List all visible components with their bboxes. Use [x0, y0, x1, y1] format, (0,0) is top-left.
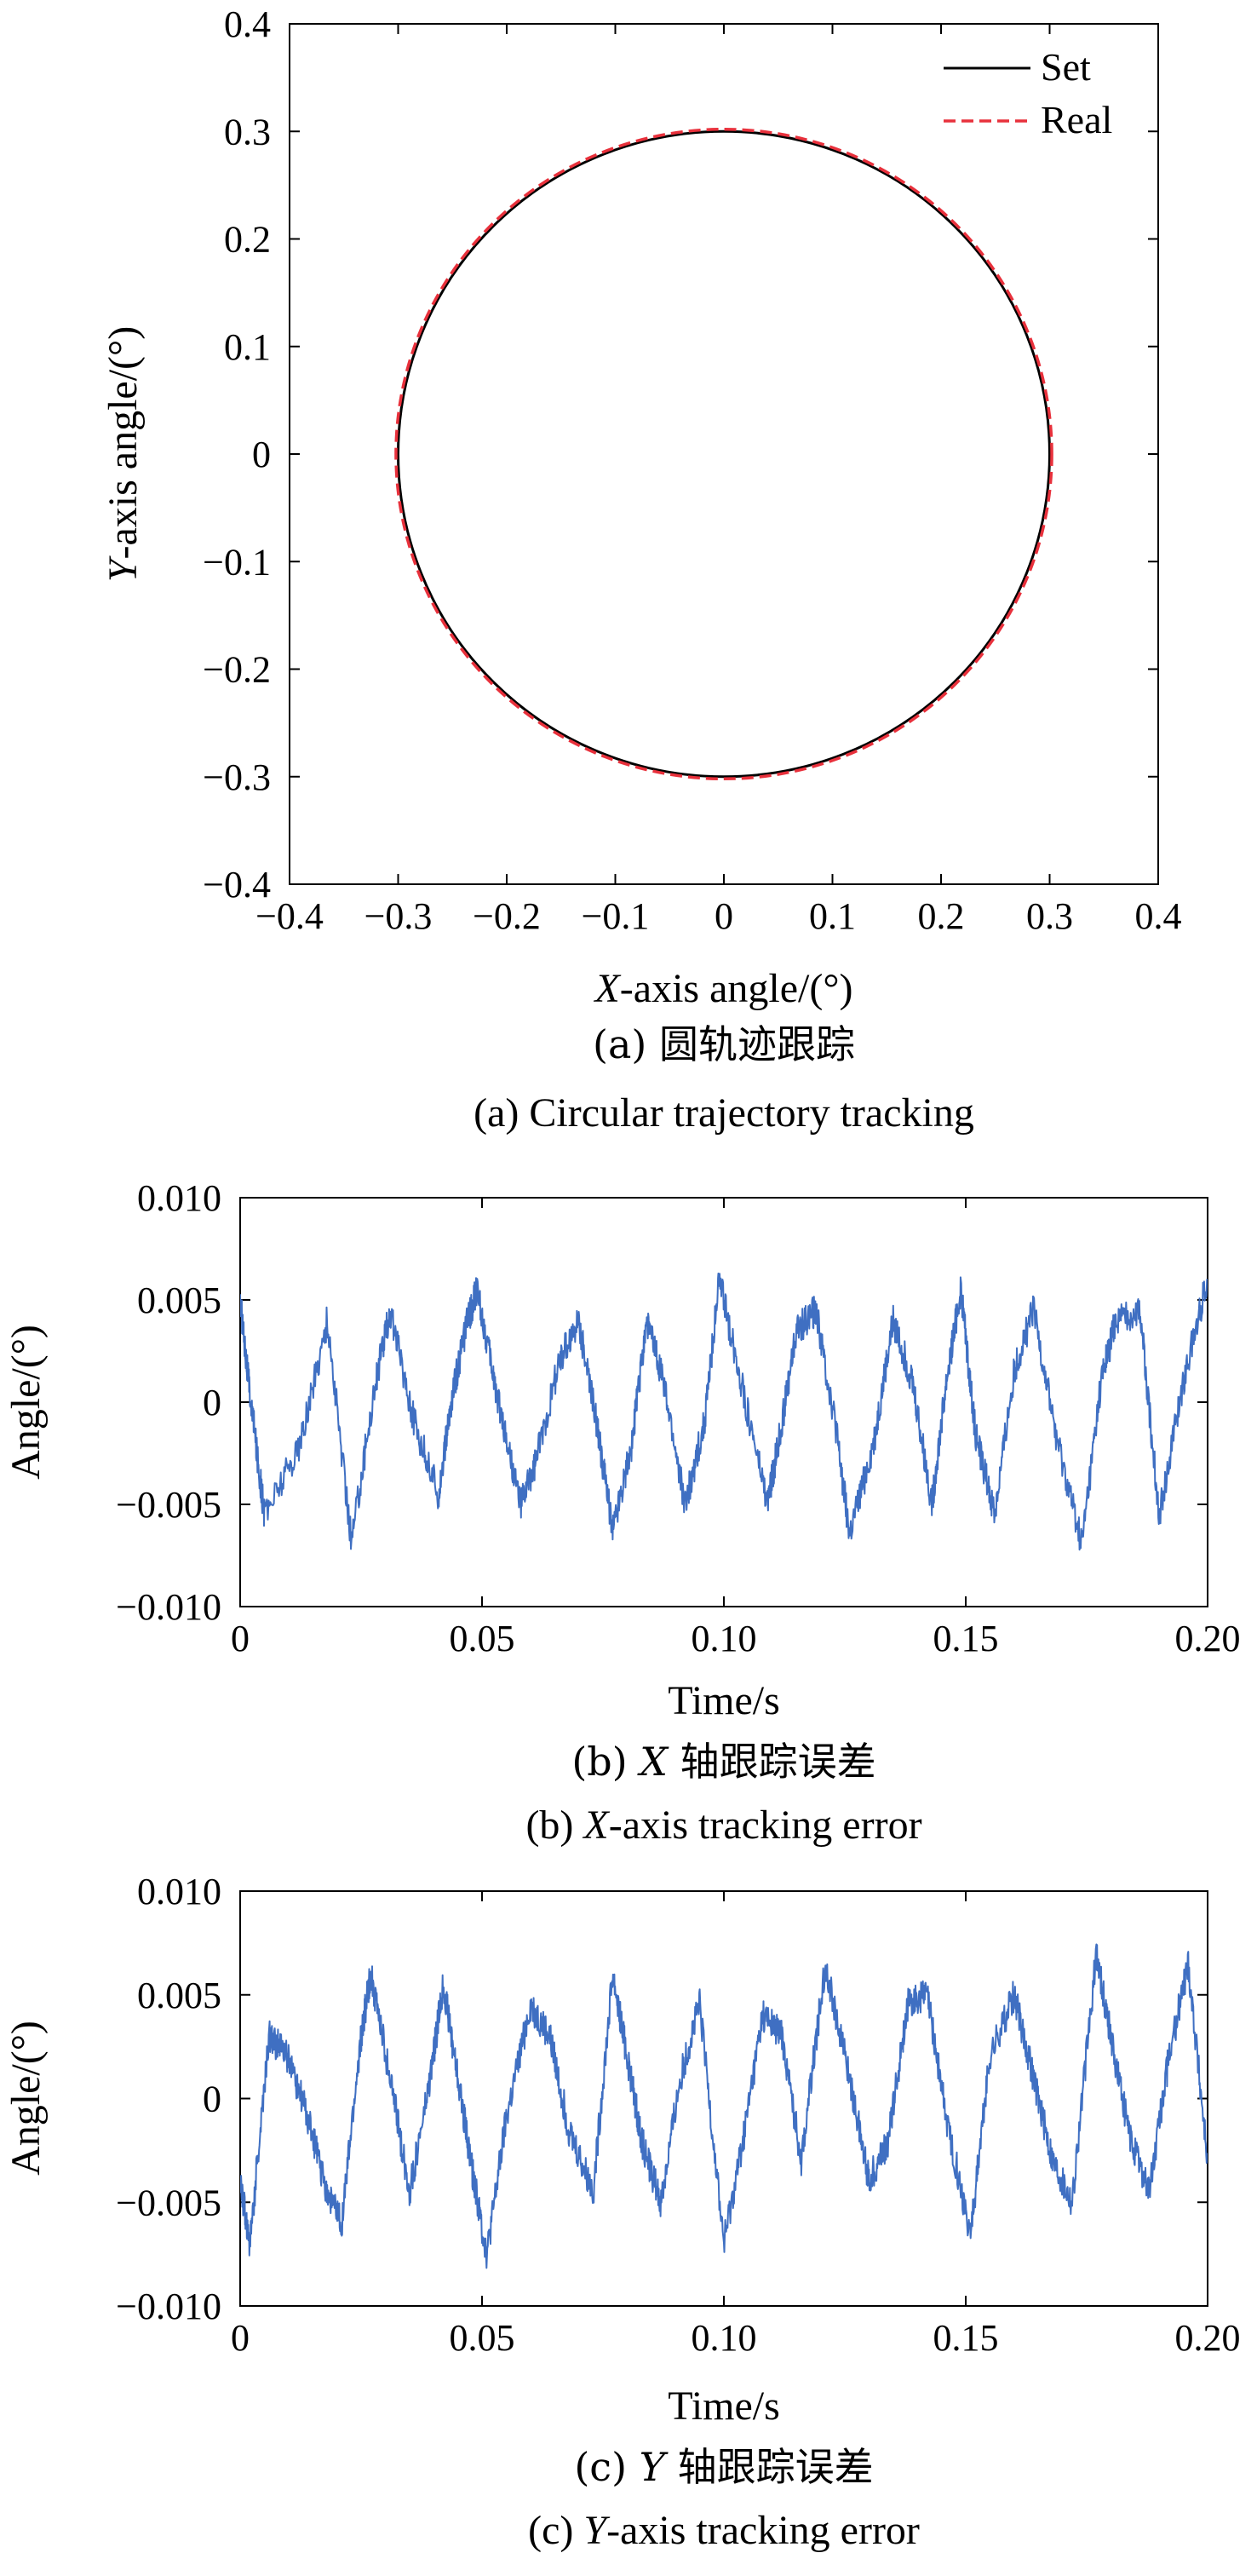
x-tick-label: 0	[231, 1618, 250, 1659]
y-tick-label: −0.1	[203, 541, 271, 583]
plot-frame	[239, 1197, 1208, 1607]
x-tick-label: 0.15	[933, 1618, 999, 1659]
x-tick-label: −0.1	[582, 895, 650, 937]
y-tick-label: −0.3	[203, 756, 271, 798]
x-tick-label: 0.20	[1175, 1618, 1241, 1659]
tick-group: −0.4 −0.3 −0.2 −0.1 0 0.1 0.2 0.3 0.4 −0.4 −0.3 −0.…	[203, 3, 1181, 937]
x-axis-label: X-axis angle/(°)	[593, 966, 852, 1011]
caption-b-cn: (b) X 轴跟踪误差	[571, 1739, 875, 1785]
y-axis-error-chart: 0 0.05 0.10 0.15 0.20 −0.010 −0.005 0 0.005 0.010…	[3, 1871, 1241, 2553]
error-signal-line	[240, 1272, 1208, 1551]
caption-c-en: (c) Y-axis tracking error	[528, 2508, 920, 2553]
x-tick-label: 0.15	[933, 2317, 999, 2359]
y-axis-label: Angle/(°)	[3, 1325, 49, 1480]
legend-real-label: Real	[1041, 98, 1112, 141]
y-tick-label: 0.4	[224, 3, 271, 45]
y-tick-label: −0.4	[203, 864, 271, 906]
y-axis-label: Angle/(°)	[3, 2021, 49, 2176]
y-tick-label: 0.2	[224, 219, 271, 261]
y-tick-label: 0.010	[137, 1871, 221, 1912]
y-tick-label: −0.005	[116, 2182, 221, 2223]
error-signal-line	[240, 1943, 1208, 2269]
legend: Set Real	[944, 45, 1112, 141]
x-tick-label: 0	[231, 2317, 250, 2359]
x-tick-label: 0.2	[918, 895, 965, 937]
y-axis-label: Y-axis angle/(°)	[100, 326, 146, 582]
x-tick-label: −0.3	[364, 895, 433, 937]
x-tick-label: 0.1	[809, 895, 856, 937]
y-tick-label: 0	[203, 2079, 221, 2120]
circular-trajectory-chart: −0.4 −0.3 −0.2 −0.1 0 0.1 0.2 0.3 0.4 −0.4 −0.3 −0.…	[100, 3, 1182, 1136]
x-axis-error-chart: 0 0.05 0.10 0.15 0.20 −0.010 −0.005 0 0.005 0.010…	[3, 1177, 1241, 1848]
y-tick-label: 0.005	[137, 1279, 221, 1321]
y-tick-label: 0.005	[137, 1975, 221, 2016]
x-tick-label: −0.2	[473, 895, 541, 937]
y-tick-label: −0.010	[116, 2286, 221, 2327]
y-tick-label: −0.005	[116, 1484, 221, 1526]
y-tick-label: −0.2	[203, 649, 271, 691]
series-group	[240, 1943, 1208, 2269]
legend-set-label: Set	[1041, 45, 1091, 89]
plot-frame	[289, 23, 1159, 885]
y-tick-label: 0.1	[224, 326, 271, 368]
x-tick-label: −0.4	[255, 895, 324, 937]
x-tick-label: 0.05	[450, 2317, 515, 2359]
x-axis-label: Time/s	[668, 2383, 780, 2429]
series-set-line	[397, 129, 1051, 779]
series-group	[240, 1272, 1208, 1551]
x-tick-label: 0.4	[1135, 895, 1182, 937]
caption-a-cn: (a) 圆轨迹跟踪	[593, 1021, 855, 1067]
caption-c-cn: (c) Y 轴跟踪误差	[574, 2444, 873, 2490]
x-tick-label: 0	[715, 895, 733, 937]
x-tick-label: 0.20	[1175, 2317, 1241, 2359]
series-real-line	[394, 127, 1053, 781]
x-tick-label: 0.05	[450, 1618, 515, 1659]
y-tick-label: 0	[252, 434, 271, 475]
y-tick-label: −0.010	[116, 1586, 221, 1628]
x-tick-label: 0.10	[692, 1618, 757, 1659]
x-tick-label: 0.10	[692, 2317, 757, 2359]
caption-a-en: (a) Circular trajectory tracking	[474, 1090, 974, 1136]
x-tick-label: 0.3	[1026, 895, 1073, 937]
tick-group: 0 0.05 0.10 0.15 0.20 −0.010 −0.005 0 0.005 0.010	[116, 1871, 1240, 2359]
y-tick-label: 0	[203, 1382, 221, 1423]
tick-group: 0 0.05 0.10 0.15 0.20 −0.010 −0.005 0 0.005 0.010	[116, 1177, 1240, 1659]
y-tick-label: 0.010	[137, 1177, 221, 1219]
x-axis-label: Time/s	[668, 1678, 780, 1723]
y-tick-label: 0.3	[224, 111, 271, 152]
caption-b-en: (b) X-axis tracking error	[525, 1803, 921, 1848]
